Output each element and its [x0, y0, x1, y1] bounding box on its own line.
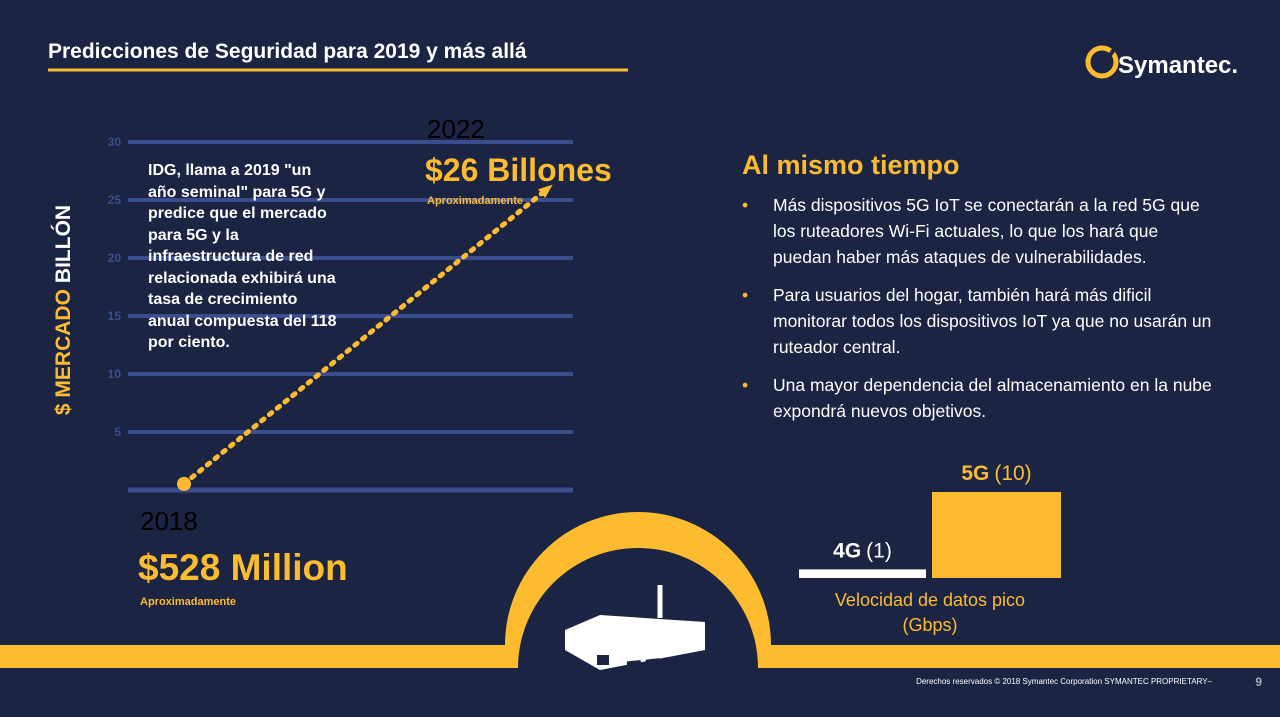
y-tick-label: 20: [108, 251, 122, 265]
slide-title: Predicciones de Seguridad para 2019 y má…: [48, 40, 527, 63]
year-label: 2018: [140, 506, 198, 536]
page-number: 9: [1255, 675, 1262, 689]
annotation: IDG, llama a 2019 "un año seminal" para …: [148, 162, 337, 351]
y-axis-label-part: BILLÓN: [51, 205, 75, 283]
bullet: Una mayor dependencia del almacenamiento…: [742, 372, 1212, 424]
x-axis-label: Velocidad de datos pico (Gbps): [834, 590, 1026, 635]
bullet: Para usuarios del hogar, también hará má…: [742, 282, 1212, 360]
logo-mark: [1085, 45, 1119, 79]
y-axis-label-part: $ MERCADO: [52, 289, 75, 415]
router-led: [597, 655, 609, 665]
y-tick-label: 5: [114, 425, 121, 439]
trend-line: [181, 185, 551, 487]
note: Aproximadamente: [427, 195, 523, 207]
bar-category: 4G: [833, 539, 861, 562]
bar: [799, 569, 926, 578]
y-axis-label: $ MERCADO BILLÓN: [51, 205, 75, 415]
note: Aproximadamente: [140, 596, 236, 608]
bar-label: 5G (10): [961, 462, 1031, 485]
bar-label: 4G (1): [833, 539, 892, 562]
bullet: Más dispositivos 5G IoT se conectarán a …: [742, 192, 1212, 270]
bullet-list: Más dispositivos 5G IoT se conectarán a …: [742, 192, 1212, 436]
logo-check: [1092, 46, 1117, 72]
router-ports: [626, 654, 696, 667]
y-tick-label: 25: [108, 193, 122, 207]
arrow-head: [538, 184, 553, 198]
bar-value-label: (1): [866, 539, 892, 562]
y-tick-label: 30: [108, 135, 122, 149]
year-label: 2022: [427, 114, 485, 144]
value-label: $528 Million: [138, 547, 348, 588]
panel-title: Al mismo tiempo: [742, 150, 960, 180]
copyright: Derechos reservados © 2018 Symantec Corp…: [916, 677, 1212, 686]
bar: [932, 492, 1061, 578]
logo-text: Symantec.: [1118, 52, 1238, 79]
start-point: [177, 476, 191, 491]
bar-category: 5G: [961, 462, 989, 485]
value-label: $26 Billones: [425, 152, 612, 188]
y-tick-label: 15: [108, 309, 122, 323]
arch-band: [0, 512, 1280, 668]
y-tick-label: 10: [108, 367, 122, 381]
bar-value-label: (10): [994, 462, 1031, 485]
